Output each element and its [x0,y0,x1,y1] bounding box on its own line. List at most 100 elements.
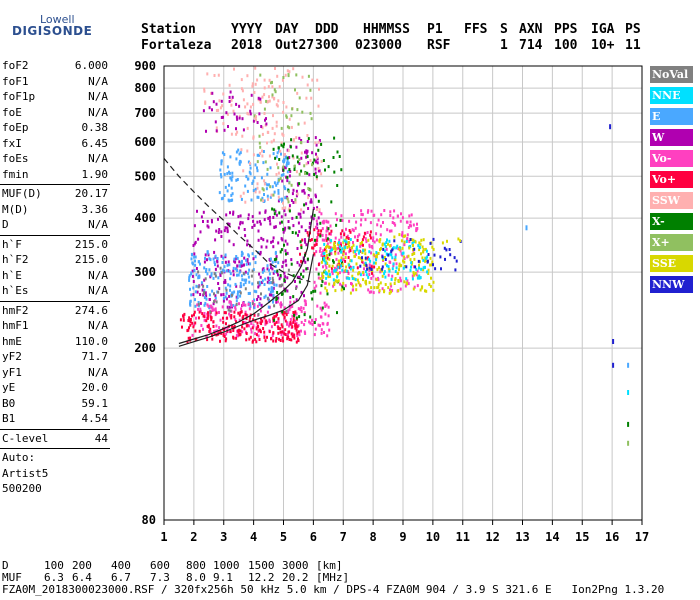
data-point [249,316,252,320]
data-point [323,255,326,258]
data-point [257,229,260,233]
data-point [241,134,244,138]
data-point [263,295,266,299]
data-point [358,233,361,237]
data-point [221,104,224,108]
data-point [398,248,401,252]
data-point [203,89,206,93]
param-name: hmF2 [2,303,29,317]
data-point [407,282,410,286]
data-point [285,115,288,119]
data-point [218,99,221,103]
data-point [282,168,285,172]
data-point [390,249,393,253]
data-point [246,189,249,193]
data-point [291,314,294,318]
data-point [194,290,197,294]
data-point [330,239,333,243]
data-point [315,238,318,242]
data-point [385,241,388,244]
data-point [342,252,345,256]
data-point [397,247,400,251]
data-point [304,260,307,264]
data-point [333,170,336,174]
data-point [249,172,252,176]
data-point [249,109,252,113]
param-value: 6.000 [74,59,108,72]
data-point [326,242,329,246]
data-point [287,220,290,223]
data-point [219,173,222,177]
data-point [213,292,215,296]
data-point [295,340,298,344]
data-point [218,191,221,195]
data-point [390,229,393,233]
data-point [304,302,307,306]
data-point [298,333,301,337]
data-point [250,322,253,325]
data-point [317,148,320,152]
data-point [338,155,341,158]
data-point [227,269,230,273]
data-point [384,249,387,253]
data-point [412,265,415,269]
data-point [349,291,352,295]
data-point [274,225,277,229]
data-point [391,267,394,271]
data-point [414,271,417,275]
data-point [290,125,293,129]
data-point [197,307,199,311]
data-point [292,138,295,142]
data-point [206,324,209,328]
data-point [364,256,367,260]
profile-curve-trace [178,208,314,345]
data-point [321,233,324,237]
data-point [422,258,425,262]
data-point [298,96,301,100]
data-point [274,260,277,263]
data-point [192,286,195,290]
data-point [291,192,294,196]
data-point [373,261,376,265]
data-point [209,275,212,279]
data-point [409,220,412,224]
data-point [303,164,306,168]
data-point [275,283,278,287]
data-point [294,198,297,202]
data-point [280,248,283,252]
data-point [319,221,322,225]
data-point [191,321,194,325]
data-point [241,264,244,268]
data-point [308,187,311,191]
data-point [323,242,326,246]
data-point [324,286,327,290]
plot-frame [163,65,643,521]
data-point [418,274,421,278]
data-point [207,325,210,329]
data-point [337,263,340,267]
x-tick-label: 14 [545,530,559,544]
data-point [426,259,429,263]
data-point [282,159,285,163]
data-point [220,162,223,166]
data-point [195,284,198,288]
data-point [194,338,197,342]
data-point [295,321,298,325]
data-point [194,298,196,302]
data-point [425,249,428,253]
data-point [213,329,216,333]
data-point [344,245,347,249]
data-point [379,268,382,272]
legend-item: W [650,129,693,146]
data-point [269,257,272,261]
param-value: N/A [88,319,108,332]
data-point [202,109,205,113]
data-point [413,273,416,277]
data-point [356,234,359,238]
data-point [242,301,244,305]
data-point [220,197,223,201]
data-point [285,105,288,109]
data-point [302,189,305,192]
data-point [271,334,274,338]
data-point [426,255,429,259]
